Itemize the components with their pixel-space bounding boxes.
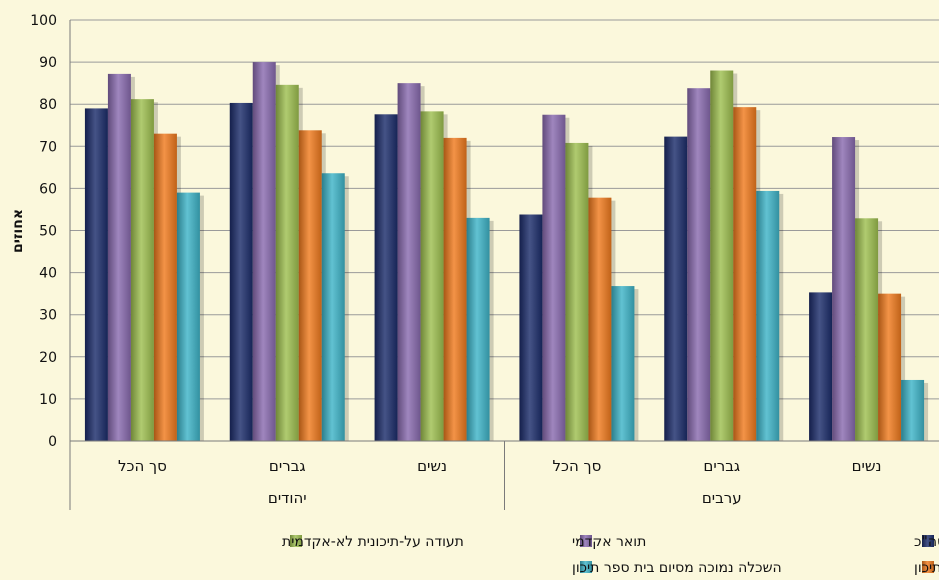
bar bbox=[519, 214, 543, 441]
x-category-labels: סך הכל גברים נשים סך הכל גברים נשים יהודים ערבי… bbox=[118, 457, 882, 507]
y-tick-label: 50 bbox=[39, 224, 57, 240]
bar bbox=[443, 137, 467, 441]
gridlines bbox=[70, 19, 939, 442]
bar bbox=[229, 102, 253, 441]
y-tick-label: 20 bbox=[39, 350, 57, 366]
legend: סה"כ תואר אקדמי תעודה על-תיכונית לא-אקדמית… bbox=[282, 534, 939, 576]
y-tick-label: 70 bbox=[39, 139, 57, 155]
bar bbox=[153, 133, 177, 442]
bar bbox=[374, 114, 398, 441]
bar bbox=[733, 107, 757, 441]
legend-label: תעודת בגרות/סיום בית ספר תיכון bbox=[914, 560, 939, 576]
bar bbox=[275, 84, 299, 442]
x-group-label: ערבים bbox=[702, 489, 742, 507]
legend-label: תעודה על-תיכונית לא-אקדמית bbox=[282, 534, 464, 550]
bar bbox=[397, 83, 421, 442]
x-tick-label: סך הכל bbox=[118, 457, 167, 475]
x-tick-label: סך הכל bbox=[553, 457, 602, 475]
legend-label: תואר אקדמי bbox=[572, 534, 646, 550]
y-tick-label: 90 bbox=[39, 55, 57, 71]
legend-swatch bbox=[922, 535, 934, 547]
bar bbox=[420, 111, 444, 442]
axes bbox=[69, 20, 939, 510]
bar bbox=[107, 73, 131, 441]
bar bbox=[130, 99, 154, 441]
y-tick-label: 80 bbox=[39, 97, 57, 113]
legend-swatch bbox=[580, 535, 592, 547]
y-axis-label: אחוזים bbox=[10, 209, 26, 253]
legend-swatch bbox=[290, 535, 302, 547]
bars bbox=[84, 62, 929, 442]
bar bbox=[588, 197, 612, 441]
bar bbox=[664, 136, 688, 441]
x-tick-label: גברים bbox=[269, 457, 306, 475]
bar bbox=[84, 108, 108, 441]
y-tick-labels: 0 10 20 30 40 50 60 70 80 90 100 bbox=[30, 13, 57, 450]
y-tick-label: 10 bbox=[39, 392, 57, 408]
bar bbox=[809, 292, 833, 441]
bar bbox=[466, 217, 490, 441]
x-tick-label: נשים bbox=[852, 457, 882, 475]
y-tick-label: 30 bbox=[39, 308, 57, 324]
bar bbox=[176, 192, 200, 441]
bar bbox=[832, 137, 856, 441]
x-group-label: יהודים bbox=[268, 489, 307, 507]
bar bbox=[687, 88, 711, 442]
bar bbox=[542, 114, 566, 441]
bar bbox=[901, 379, 925, 441]
legend-swatch bbox=[580, 561, 592, 573]
bar bbox=[855, 218, 879, 441]
bar bbox=[710, 70, 734, 442]
bar bbox=[878, 293, 902, 441]
legend-swatch bbox=[922, 561, 934, 573]
bar bbox=[611, 286, 635, 441]
y-tick-label: 0 bbox=[48, 434, 57, 450]
bar bbox=[298, 130, 322, 441]
bar bbox=[321, 173, 345, 441]
bar bbox=[252, 62, 276, 441]
y-tick-label: 40 bbox=[39, 266, 57, 282]
x-tick-label: נשים bbox=[417, 457, 447, 475]
bar bbox=[756, 190, 780, 441]
y-tick-label: 60 bbox=[39, 181, 57, 197]
bar bbox=[565, 142, 589, 441]
x-tick-label: גברים bbox=[703, 457, 740, 475]
legend-label: סה"כ bbox=[914, 534, 939, 550]
y-tick-label: 100 bbox=[30, 13, 57, 29]
legend-label: השכלה נמוכה מסיום בית ספר תיכון bbox=[572, 560, 782, 576]
